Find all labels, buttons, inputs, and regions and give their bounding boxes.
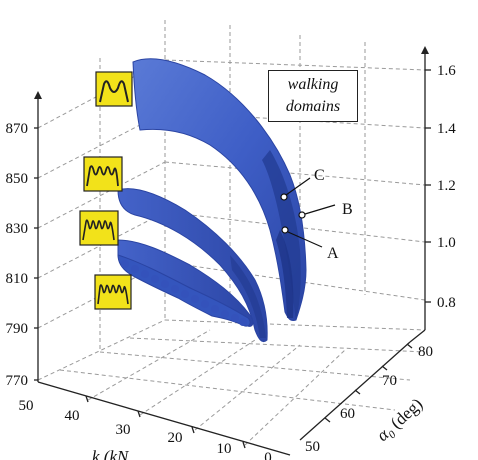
gait-icons [79, 71, 133, 310]
z-right-tick-label: 1.2 [437, 178, 456, 194]
walking-domains-annotation: walking domains [268, 70, 358, 122]
y-tick-label: 50 [305, 439, 320, 455]
x-axis-ticks: 50 40 30 20 10 0 [19, 398, 272, 460]
y-axis-ticks: 50 60 70 80 [305, 344, 433, 455]
z-left-tick-label: 770 [6, 373, 29, 389]
z-right-tick-label: 0.8 [437, 295, 456, 311]
z-left-tick-label: 870 [6, 121, 29, 137]
x-axis-label: k (kN [92, 447, 130, 460]
point-c-label: C [314, 167, 325, 184]
y-tick-label: 80 [418, 344, 433, 360]
grid [37, 20, 426, 446]
z-left-tick-label: 810 [6, 271, 29, 287]
y-axis-label: α0 (deg) [373, 394, 428, 447]
point-a-label: A [327, 245, 339, 262]
x-tick-label: 50 [19, 398, 34, 414]
marked-points: C B A [280, 167, 353, 262]
axes [34, 46, 431, 456]
x-tick-label: 40 [65, 408, 80, 424]
x-tick-label: 30 [116, 422, 131, 438]
z-right-tick-label: 1.0 [437, 235, 456, 251]
point-c-marker [280, 193, 288, 201]
z-left-tick-label: 830 [6, 221, 29, 237]
y-tick-label: 70 [382, 373, 397, 389]
z-left-tick-label: 790 [6, 321, 29, 337]
x-tick-label: 0 [264, 450, 272, 460]
z-right-tick-label: 1.6 [437, 63, 456, 79]
gait-icon-single-hump [95, 71, 133, 107]
gait-icon-triple-hump [79, 210, 119, 246]
x-tick-label: 20 [168, 430, 183, 446]
z-axis-right-ticks: 1.6 1.4 1.2 1.0 0.8 [437, 63, 456, 311]
z-axis-left-ticks: 870 850 830 810 790 770 [6, 121, 29, 389]
y-tick-label: 60 [340, 406, 355, 422]
point-b-marker [298, 211, 306, 219]
domain-surface-1 [132, 58, 307, 321]
point-b-label: B [342, 201, 353, 218]
x-tick-label: 10 [217, 441, 232, 457]
surfaces [117, 58, 307, 343]
z-right-tick-label: 1.4 [437, 121, 456, 137]
annotation-line-1: walking [287, 76, 339, 93]
gait-icon-quad-hump [94, 274, 132, 310]
gait-icon-double-hump [83, 156, 123, 192]
z-left-tick-label: 850 [6, 171, 29, 187]
point-a-marker [281, 226, 289, 234]
annotation-line-2: domains [285, 98, 341, 115]
